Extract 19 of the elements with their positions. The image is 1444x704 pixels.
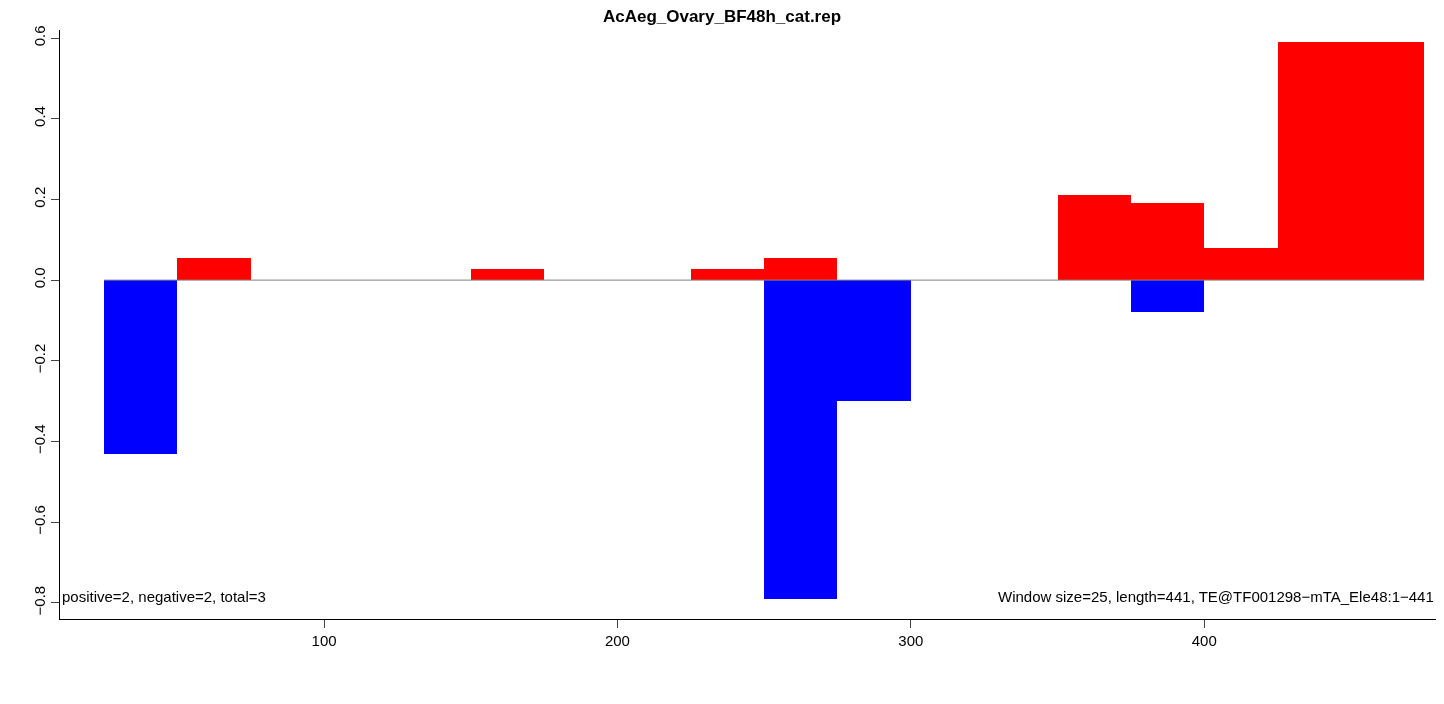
x-tick-label: 200 bbox=[604, 632, 630, 649]
y-tick-label: 0.2 bbox=[31, 186, 48, 208]
x-tick-label: 300 bbox=[898, 632, 924, 649]
bar bbox=[177, 258, 251, 280]
y-tick-label: −0.6 bbox=[31, 505, 48, 535]
x-tick-label: 100 bbox=[311, 632, 337, 649]
y-tick-label: −0.8 bbox=[31, 585, 48, 616]
annotation: positive=2, negative=2, total=3 bbox=[62, 588, 266, 605]
y-tick-label: −0.2 bbox=[31, 343, 48, 374]
y-tick-label: 0.6 bbox=[31, 25, 48, 47]
x-tick-label: 400 bbox=[1191, 632, 1217, 649]
y-tick-label: 0.4 bbox=[31, 106, 48, 127]
bar bbox=[471, 269, 544, 280]
annotation: Window size=25, length=441, TE@TF001298−mTA_Ele48:1−441 bbox=[998, 588, 1434, 605]
chart-title: AcAeg_Ovary_BF48h_cat.rep bbox=[602, 7, 842, 27]
y-tick-label: 0.0 bbox=[31, 267, 48, 289]
y-tick-label: −0.4 bbox=[31, 424, 48, 455]
bar bbox=[1131, 280, 1204, 312]
bar bbox=[104, 280, 177, 454]
